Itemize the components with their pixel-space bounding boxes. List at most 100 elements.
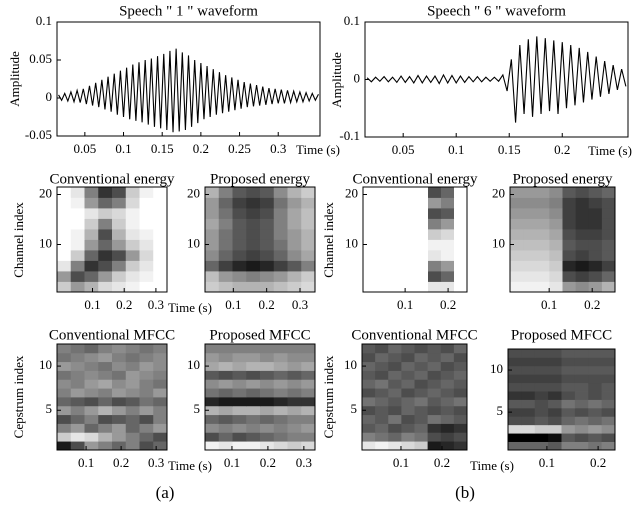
heatmap-cell [84,239,99,251]
heatmap-cell [112,361,127,371]
heatmap-cell [389,187,403,198]
heatmap-cell [112,397,127,407]
heatmap-cell [375,441,389,451]
y-tick-label: 20 [187,185,200,200]
heatmap-cell [453,432,468,442]
heatmap-cell [427,370,442,380]
heatmap-cell [273,239,288,251]
heatmap-cell [218,208,233,219]
heatmap-cell [376,260,390,272]
heatmap-cell [84,352,99,363]
heatmap-cell [232,423,247,433]
heatmap-cell [301,344,316,354]
heatmap-cell [362,423,376,433]
heatmap-cell [57,344,72,354]
heatmap-cell [205,423,220,433]
heatmap-cell [521,374,536,384]
heatmap-cell [414,379,429,389]
heatmap-cell [588,399,603,409]
heatmap-cell [84,197,99,209]
heatmap-cell [588,281,603,293]
heatmap-cell [273,361,288,371]
heatmap-cell [601,281,616,293]
heatmap-cell [389,208,403,219]
heatmap-cell [260,405,275,416]
heatmap-cell [153,218,168,230]
heatmap-cell [402,229,416,240]
heatmap-cell [441,218,455,230]
heatmap-cell [287,208,302,219]
heatmap-cell [427,423,442,433]
heatmap-cell [427,361,442,371]
heatmap-cell [362,414,376,424]
heatmap-cell [401,432,415,442]
heatmap-cell [454,218,468,230]
heatmap-cell [561,424,576,434]
heatmap-cell [232,361,247,371]
heatmap-cell [70,271,85,282]
heatmap-cell [363,250,377,261]
heatmap-cell [428,239,442,251]
heatmap-cell [246,250,261,261]
heatmap-cell [549,271,563,282]
y-axis-label: Cepstrum index [321,355,336,438]
heatmap-cell [376,197,390,209]
heatmap-cell [588,365,603,375]
heatmap-cell [414,361,429,371]
heatmap-cell [98,344,113,354]
heatmap-cell [562,271,577,282]
heatmap-cell [125,208,140,219]
heatmap-cell [561,441,576,451]
y-tick-label: 20 [345,185,358,200]
y-tick-label: 10 [492,235,505,250]
heatmap-cell [548,357,562,367]
heatmap-cell [84,423,99,433]
heatmap-cell [153,352,168,363]
heatmap-cell [521,382,536,392]
heatmap-cell [98,361,113,371]
heatmap-cell [453,405,468,416]
heatmap-cell [414,370,429,380]
heatmap-cell [139,361,154,371]
y-tick-label: 0.1 [344,13,360,28]
heatmap-cell [301,208,316,219]
heatmap-cell [205,187,220,198]
heatmap-cell [84,187,99,198]
heatmap-cell [601,424,616,434]
heatmap-cell [588,271,603,282]
heatmap-cell [287,370,302,380]
subplot-title: Conventional MFCC [49,327,175,343]
heatmap-cell [139,260,154,272]
heatmap-cell [536,197,550,209]
heatmap-cell [153,370,168,380]
heatmap-cell [139,379,154,389]
heatmap-cell [428,187,442,198]
heatmap-cell [153,197,168,209]
heatmap-cell [441,239,455,251]
heatmap-cell [246,281,261,293]
heatmap-cell [510,281,524,293]
heatmap-cell [428,218,442,230]
heatmap-cell [98,281,113,293]
heatmap-cell [375,344,389,354]
heatmap-cell [301,229,316,240]
heatmap-cell [246,344,261,354]
heatmap-cell [561,374,576,384]
heatmap-cell [273,187,288,198]
heatmap-cell [273,352,288,363]
heatmap-cell [534,382,549,392]
heatmap-cell [301,239,316,251]
heatmap-cell [601,229,616,240]
heatmap-cell [232,218,247,230]
heatmap-cell [301,423,316,433]
heatmap-cell [125,388,140,398]
x-tick-label: 0.1 [539,455,555,470]
heatmap-cell [125,432,140,442]
heatmap-cell [98,250,113,261]
heatmap-cell [561,391,576,400]
heatmap-cell [561,365,576,375]
heatmap-cell [536,218,550,230]
heatmap-cell [153,260,168,272]
heatmap-cell [232,405,247,416]
heatmap-cell [301,361,316,371]
